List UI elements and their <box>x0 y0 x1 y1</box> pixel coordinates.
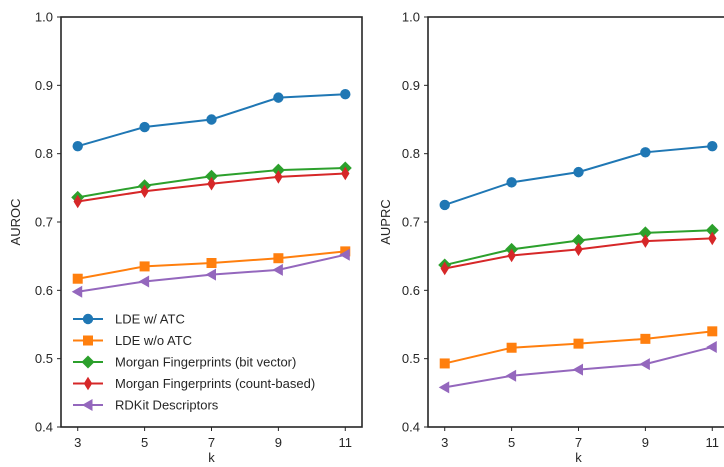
data-point <box>72 140 83 152</box>
data-point <box>138 275 150 288</box>
data-point <box>573 338 584 349</box>
data-point <box>273 92 284 103</box>
data-point <box>507 248 516 263</box>
data-point <box>139 121 150 133</box>
data-point <box>206 258 217 268</box>
y-tick-label: 0.7 <box>402 215 420 230</box>
y-tick-label: 0.6 <box>35 283 53 298</box>
legend-marker <box>83 335 93 346</box>
legend-label: Morgan Fingerprints (count-based) <box>115 376 315 391</box>
x-tick-label: 5 <box>141 435 148 450</box>
x-axis-label: k <box>208 450 215 462</box>
data-point <box>439 199 450 211</box>
data-point <box>140 184 149 199</box>
y-tick-label: 0.5 <box>35 351 53 366</box>
data-point <box>207 176 216 191</box>
x-tick-label: 9 <box>642 435 649 450</box>
data-point <box>205 169 218 183</box>
data-point <box>506 177 517 188</box>
legend-label: Morgan Fingerprints (bit vector) <box>115 355 296 370</box>
data-point <box>573 166 584 178</box>
x-tick-label: 5 <box>508 435 515 450</box>
legend-marker <box>82 399 93 411</box>
x-tick-label: 7 <box>208 435 215 450</box>
data-point <box>572 363 583 376</box>
data-point <box>641 234 650 248</box>
data-point <box>72 273 83 284</box>
data-point <box>707 140 718 152</box>
chart-panel-1: 0.4 0.5 0.6 0.7 0.8 0.9 1.0 3 5 7 9 11 k AUROC LDE w/ … <box>8 10 363 465</box>
series-1 <box>72 89 351 152</box>
legend-marker <box>83 376 93 391</box>
data-point <box>440 261 449 276</box>
y-tick-label: 0.5 <box>402 351 420 366</box>
data-point <box>341 166 350 181</box>
x-tick-label: 9 <box>275 435 282 450</box>
data-point <box>274 170 283 184</box>
data-point <box>707 326 718 337</box>
data-point <box>638 226 652 240</box>
series-3 <box>438 223 719 272</box>
x-tick-label: 11 <box>706 435 720 450</box>
data-point <box>640 333 651 344</box>
data-point <box>205 268 216 281</box>
y-axis-label: AUROC <box>8 199 23 246</box>
data-point <box>339 248 350 261</box>
y-tick-label: 0.7 <box>35 215 53 230</box>
plot-frame <box>427 16 724 428</box>
x-tick-label: 7 <box>575 435 582 450</box>
y-tick-label: 0.4 <box>35 420 53 435</box>
data-point <box>206 114 217 125</box>
series-2 <box>72 246 351 284</box>
y-tick-label: 0.8 <box>35 146 53 161</box>
legend-label: LDE w/o ATC <box>115 333 192 348</box>
x-tick-label: 3 <box>74 435 81 450</box>
data-point <box>438 381 450 394</box>
legend-marker <box>82 313 94 325</box>
series-4 <box>440 231 717 276</box>
series-1 <box>439 140 718 211</box>
data-point <box>506 342 517 353</box>
data-point <box>273 253 284 264</box>
x-tick-label: 11 <box>339 435 353 450</box>
x-axis-label: k <box>575 450 582 462</box>
data-point <box>272 263 283 276</box>
data-point <box>574 242 583 257</box>
y-tick-label: 0.9 <box>35 78 53 93</box>
data-point <box>71 285 83 298</box>
series-5 <box>71 248 350 298</box>
y-tick-label: 1.0 <box>402 10 420 25</box>
data-point <box>139 261 150 272</box>
data-point <box>639 358 650 371</box>
series-4 <box>73 166 350 209</box>
x-tick-label: 3 <box>441 435 448 450</box>
data-point <box>708 231 717 246</box>
legend-marker <box>81 355 95 369</box>
data-point <box>439 358 450 369</box>
chart-panel-2: 0.4 0.5 0.6 0.7 0.8 0.9 1.0 3 5 7 9 11 k AUPRC <box>378 10 724 465</box>
y-tick-label: 0.9 <box>402 78 420 93</box>
data-point <box>572 233 585 247</box>
data-point <box>706 341 717 354</box>
y-tick-label: 0.6 <box>402 283 420 298</box>
legend: LDE w/ ATC LDE w/o ATC Morgan Fingerprints… <box>73 312 315 413</box>
y-axis-label: AUPRC <box>378 199 393 245</box>
y-tick-label: 1.0 <box>35 10 53 25</box>
data-point <box>73 194 82 209</box>
y-tick-label: 0.8 <box>402 146 420 161</box>
legend-label: LDE w/ ATC <box>115 312 185 327</box>
data-point <box>340 89 351 100</box>
y-tick-label: 0.4 <box>402 420 420 435</box>
series-2 <box>439 326 718 369</box>
series-5 <box>438 341 717 394</box>
data-point <box>640 147 651 158</box>
data-point <box>705 223 719 237</box>
data-point <box>271 163 285 177</box>
data-point <box>505 369 517 382</box>
legend-label: RDKit Descriptors <box>115 398 219 413</box>
